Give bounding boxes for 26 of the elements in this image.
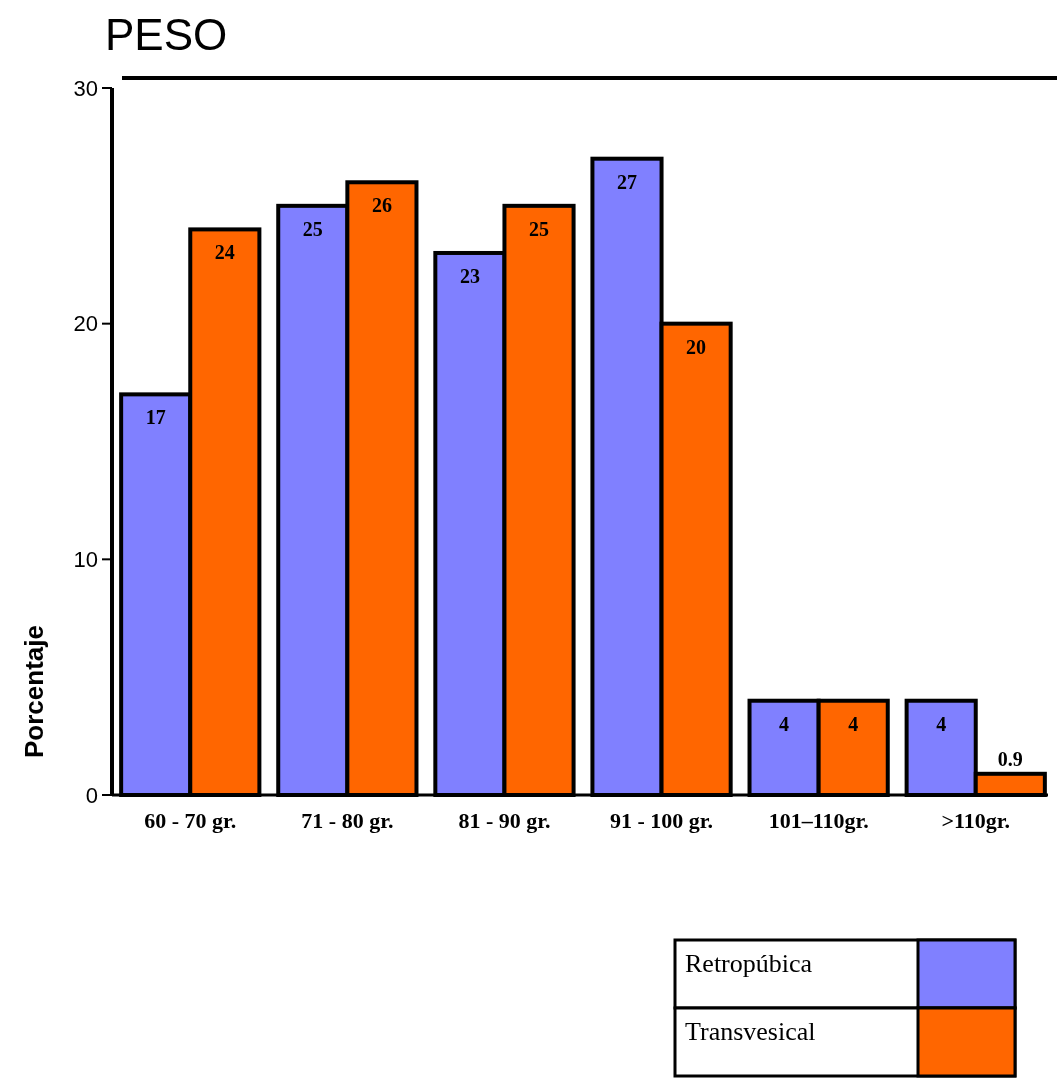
data-label: 4 <box>936 712 947 735</box>
data-label: 26 <box>371 194 392 217</box>
data-label: 4 <box>848 712 859 735</box>
data-label: 25 <box>529 217 550 240</box>
data-label: 17 <box>145 406 166 429</box>
x-tick-label: 60 - 70 gr. <box>144 808 237 833</box>
data-label: 23 <box>459 264 480 287</box>
y-tick-label: 30 <box>73 75 98 101</box>
data-label: 27 <box>616 170 637 193</box>
y-tick-label: 0 <box>85 782 98 808</box>
x-tick-label: 71 - 80 gr. <box>301 808 394 833</box>
x-tick-label: 91 - 100 gr. <box>610 808 714 833</box>
chart-title: PESO <box>105 10 228 59</box>
y-axis-title: Porcentaje <box>19 625 49 758</box>
data-label: 20 <box>686 335 707 358</box>
data-label: 4 <box>779 712 790 735</box>
text: Transvesical <box>685 1017 816 1046</box>
x-tick-label: 81 - 90 gr. <box>458 808 551 833</box>
y-tick-label: 10 <box>73 547 98 573</box>
x-tick-label: >110gr. <box>941 808 1011 833</box>
y-tick-label: 20 <box>73 311 98 337</box>
data-label: 24 <box>214 241 235 264</box>
data-label: 0.9 <box>997 747 1023 770</box>
x-tick-label: 101–110gr. <box>768 808 869 833</box>
data-label: 25 <box>302 217 323 240</box>
text: Retropúbica <box>685 949 813 978</box>
